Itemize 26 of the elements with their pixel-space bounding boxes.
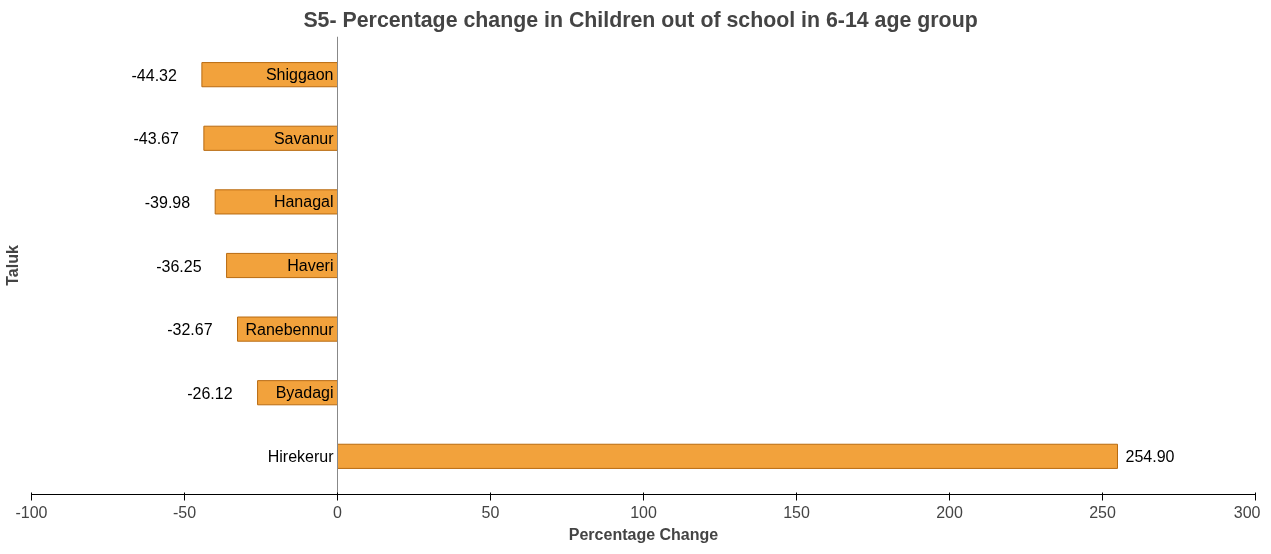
data-label: -26.12	[187, 384, 233, 402]
chart-title: S5- Percentage change in Children out of school in 6-14 age group	[303, 7, 978, 32]
y-tick-label: Byadagi	[275, 384, 334, 402]
y-tick-label: Haveri	[287, 257, 334, 274]
y-tick-label: Hirekerur	[267, 447, 335, 465]
x-tick-label: -50	[172, 503, 197, 521]
x-tick-label: 200	[936, 503, 963, 521]
x-tick-label: 250	[1089, 503, 1116, 521]
data-label: -43.67	[133, 130, 179, 148]
y-tick-label: Shiggaon	[265, 66, 334, 84]
x-tick-label: 150	[783, 503, 810, 521]
x-tick-label: 0	[333, 503, 343, 521]
data-label: -32.67	[167, 321, 213, 339]
data-label: -44.32	[131, 66, 177, 84]
data-label: 254.90	[1125, 448, 1175, 466]
x-tick-label: 300	[1233, 503, 1261, 521]
y-tick-label: Hanagal	[273, 193, 334, 211]
x-tick-label: 100	[630, 503, 657, 521]
x-tick-label: 50	[481, 503, 500, 521]
y-tick-label: Ranebennur	[245, 320, 335, 338]
data-label: -39.98	[144, 193, 191, 211]
data-label: -36.25	[156, 257, 202, 275]
x-axis-title: Percentage Change	[568, 525, 719, 543]
y-tick-label: Savanur	[273, 129, 335, 147]
y-axis-title: Taluk	[3, 245, 21, 286]
x-tick-label: -100	[15, 503, 48, 521]
